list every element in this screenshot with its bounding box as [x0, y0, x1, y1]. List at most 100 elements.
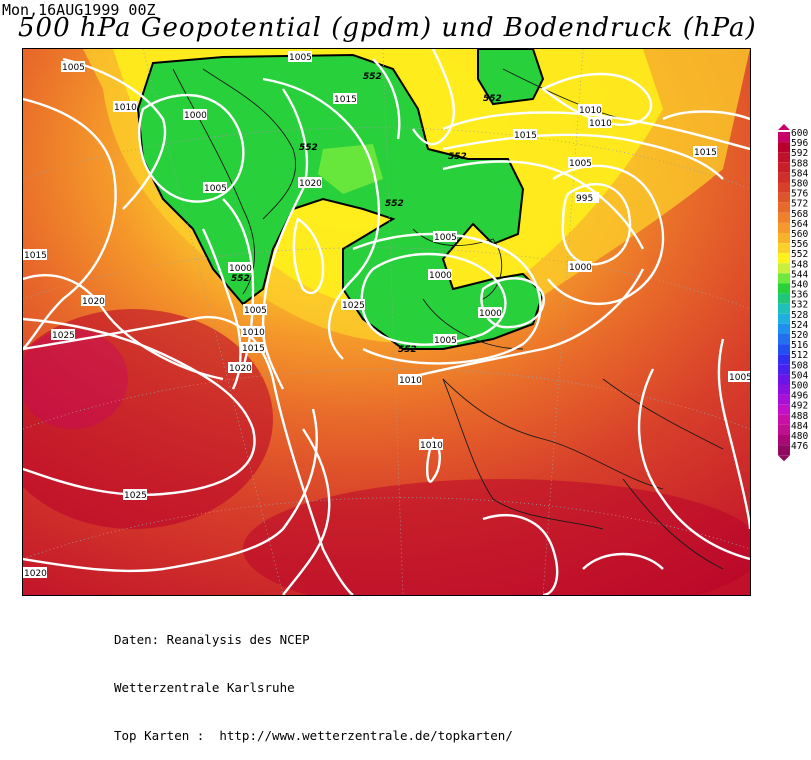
isobar-label-bg [23, 567, 47, 578]
isobar-label-bg [478, 307, 502, 318]
isobar-1005-east [717, 338, 750, 530]
footer-publisher: Wetterzentrale Karlsruhe [114, 680, 295, 695]
legend-label-476: 476 [791, 441, 808, 452]
legend-label-600: 600 [791, 128, 808, 139]
trough-region-north [478, 49, 543, 104]
legend-swatch-520 [778, 334, 790, 345]
timestamp: Mon,16AUG1999 00Z [2, 1, 156, 19]
geopotential-labels: 552 552 552 552 552 552 552 [231, 72, 502, 355]
legend-label-556: 556 [791, 239, 808, 250]
isobar-label-bg [203, 182, 227, 193]
isobar-label-bg [228, 262, 252, 273]
isobar-label: 1010 [114, 103, 137, 113]
isobar-label: 1000 [184, 111, 207, 121]
legend-swatch-496 [778, 394, 790, 405]
legend-label-492: 492 [791, 401, 808, 412]
isobar-label: 1020 [82, 297, 105, 307]
legend-swatch-536 [778, 293, 790, 304]
legend-label-544: 544 [791, 269, 808, 280]
isobar-label-bg [419, 439, 443, 450]
isobar-label: 1000 [229, 264, 252, 274]
isobar-label: 1005 [204, 184, 227, 194]
isobar-label-bg [693, 146, 717, 157]
isobar-label: 1005 [289, 53, 312, 63]
geopotential-label: 552 [448, 152, 467, 162]
isobar-label: 1005 [434, 336, 457, 346]
isobar-label: 1010 [420, 441, 443, 451]
isobar-1000-central [360, 252, 507, 346]
legend-swatch-592 [778, 152, 790, 163]
isobar-label: 1005 [729, 373, 750, 383]
isobar-label: 1025 [124, 491, 147, 501]
legend-swatch-504 [778, 374, 790, 385]
isobar-label: 1000 [429, 271, 452, 281]
isobar-1025-west [23, 317, 256, 496]
isobar-1025-south [23, 408, 318, 573]
isobar-label-bg [183, 109, 207, 120]
legend-label-568: 568 [791, 209, 808, 220]
legend-swatch-552 [778, 253, 790, 264]
legend-label-488: 488 [791, 411, 808, 422]
legend-swatch-584 [778, 172, 790, 183]
legend-label-596: 596 [791, 138, 808, 149]
isobar-label-bg [243, 304, 267, 315]
geopotential-label: 552 [231, 274, 250, 284]
legend-swatch-488 [778, 414, 790, 425]
legend-swatch-572 [778, 202, 790, 213]
legend-swatch-532 [778, 303, 790, 314]
legend-label-552: 552 [791, 249, 808, 260]
chart-title: 500 hPa Geopotential (gpdm) und Bodendru… [18, 13, 757, 43]
isobar-1000-ne [547, 164, 665, 305]
isobar-label: 1010 [589, 119, 612, 129]
legend-swatch-500 [778, 384, 790, 395]
isobar-1025-north [412, 49, 456, 146]
isobar-label-bg [298, 177, 322, 188]
legend-swatch-548 [778, 263, 790, 274]
isobar-label-bg [588, 117, 612, 128]
isobar-label-bg [433, 334, 457, 345]
legend-label-500: 500 [791, 381, 808, 392]
color-legend: 6005965925885845805765725685645605565525… [778, 124, 808, 462]
footer-data-source: Daten: Reanalysis des NCEP [114, 632, 310, 647]
high-pressure-zone-south [243, 479, 750, 595]
legend-bottom-arrow [778, 455, 790, 462]
isobar-label-bg [241, 342, 265, 353]
isobar-label-bg [568, 261, 592, 272]
isobar-label-bg [398, 374, 422, 385]
isobar-label: 1015 [694, 148, 717, 158]
legend-swatch-524 [778, 323, 790, 334]
geopotential-label: 552 [398, 345, 417, 355]
isobar-1015-med [482, 514, 559, 595]
isobar-label-bg [341, 299, 365, 310]
isobar-1015-west [23, 274, 224, 381]
legend-swatch-588 [778, 162, 790, 173]
isobar-label-bg [61, 61, 85, 72]
isobar-1020 [23, 315, 354, 595]
isobar-label-bg [288, 51, 312, 62]
isobar-label-bg [113, 101, 137, 112]
isobar-label: 1005 [434, 233, 457, 243]
legend-swatch-492 [778, 404, 790, 415]
isobar-label: 1015 [334, 95, 357, 105]
isobar-1010-north [442, 111, 750, 151]
isobar-label: 995 [576, 194, 593, 204]
map-canvas: 1005 1025 1010 1000 1015 1005 1020 1020 1000 1005… [23, 49, 750, 595]
isobar-label-bg [578, 104, 602, 115]
isobar-label-bg [333, 93, 357, 104]
legend-label-520: 520 [791, 330, 808, 341]
isobar-label: 1020 [24, 569, 47, 579]
geopotential-label: 552 [299, 143, 318, 153]
isobar-label: 1010 [579, 106, 602, 116]
legend-label-540: 540 [791, 280, 808, 291]
high-pressure-zone-west [23, 309, 273, 529]
isobar-label: 1000 [569, 263, 592, 273]
legend-label-536: 536 [791, 290, 808, 301]
isobar-1020-atlantic [282, 428, 331, 595]
isobar-label: 1020 [299, 179, 322, 189]
legend-label-588: 588 [791, 158, 808, 169]
isobar-label-bg [568, 157, 592, 168]
legend-label-560: 560 [791, 229, 808, 240]
footer-url: Top Karten : http://www.wetterzentrale.d… [114, 728, 513, 743]
legend-label-508: 508 [791, 360, 808, 371]
legend-label-524: 524 [791, 320, 808, 331]
